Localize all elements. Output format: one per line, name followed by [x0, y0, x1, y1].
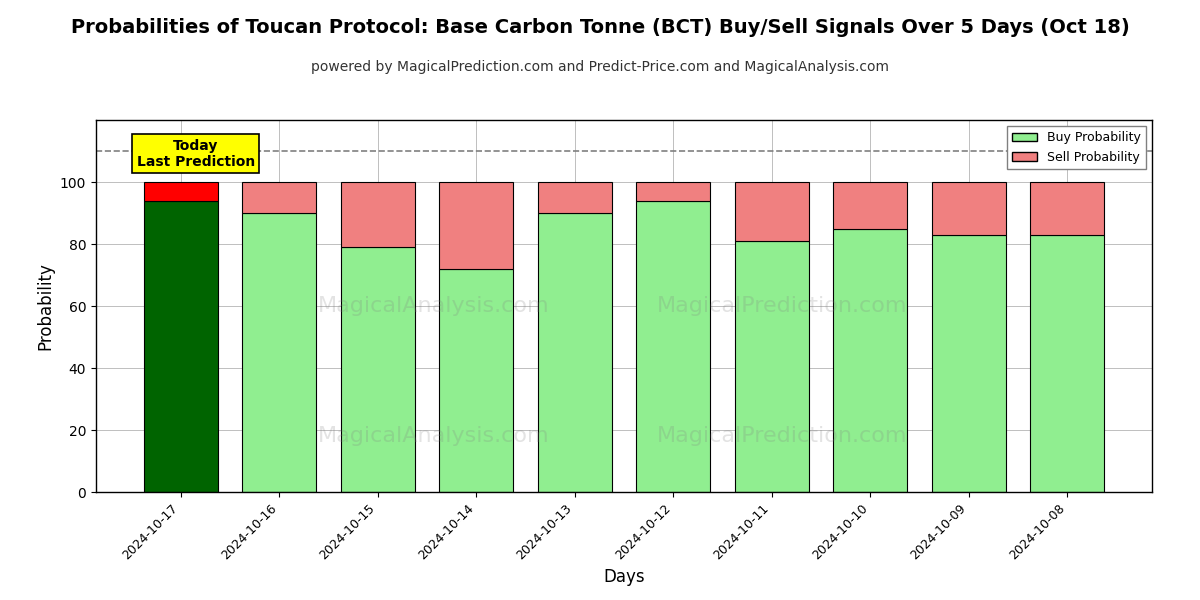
Y-axis label: Probability: Probability	[36, 262, 54, 350]
Bar	[931, 235, 1006, 492]
Bar	[734, 241, 809, 492]
Bar	[144, 200, 218, 492]
Bar	[1030, 182, 1104, 235]
Legend: Buy Probability, Sell Probability: Buy Probability, Sell Probability	[1007, 126, 1146, 169]
X-axis label: Days: Days	[604, 568, 644, 586]
Text: MagicalAnalysis.com: MagicalAnalysis.com	[318, 426, 550, 446]
Bar	[341, 182, 415, 247]
Bar	[734, 182, 809, 241]
Text: Probabilities of Toucan Protocol: Base Carbon Tonne (BCT) Buy/Sell Signals Over : Probabilities of Toucan Protocol: Base C…	[71, 18, 1129, 37]
Bar	[636, 200, 710, 492]
Bar	[242, 213, 317, 492]
Bar	[833, 229, 907, 492]
Text: MagicalPrediction.com: MagicalPrediction.com	[658, 296, 907, 316]
Bar	[341, 247, 415, 492]
Text: Today
Last Prediction: Today Last Prediction	[137, 139, 254, 169]
Bar	[538, 182, 612, 213]
Bar	[439, 269, 514, 492]
Bar	[636, 182, 710, 200]
Bar	[538, 213, 612, 492]
Bar	[439, 182, 514, 269]
Text: MagicalPrediction.com: MagicalPrediction.com	[658, 426, 907, 446]
Bar	[242, 182, 317, 213]
Bar	[144, 182, 218, 200]
Text: powered by MagicalPrediction.com and Predict-Price.com and MagicalAnalysis.com: powered by MagicalPrediction.com and Pre…	[311, 60, 889, 74]
Bar	[833, 182, 907, 229]
Bar	[1030, 235, 1104, 492]
Bar	[931, 182, 1006, 235]
Text: MagicalAnalysis.com: MagicalAnalysis.com	[318, 296, 550, 316]
